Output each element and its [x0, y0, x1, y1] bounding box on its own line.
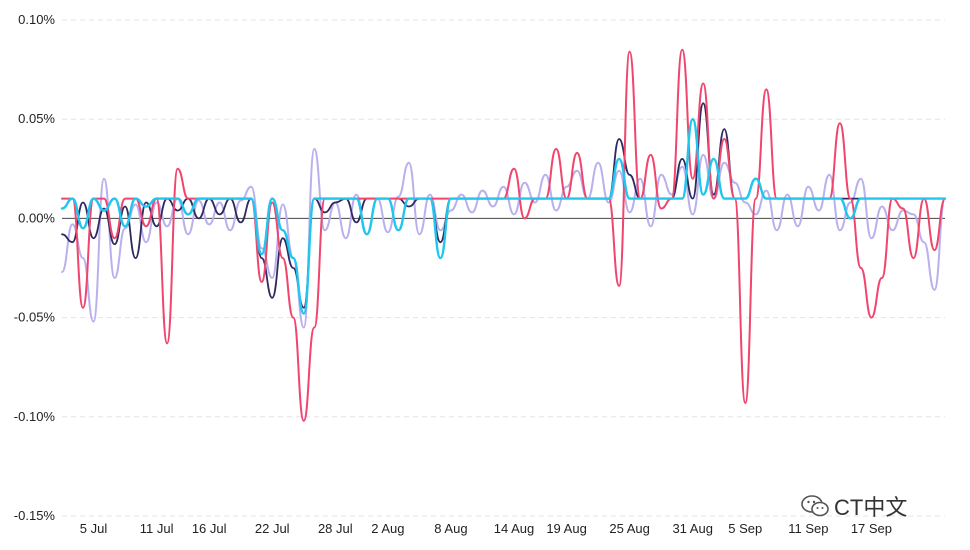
x-tick-label: 5 Sep: [728, 521, 762, 536]
watermark: CT中文: [800, 490, 907, 522]
grid-lines: [62, 19, 945, 517]
y-axis: 0.10% 0.05% 0.00% -0.05% -0.10% -0.15%: [14, 12, 56, 523]
x-tick-label: 28 Jul: [318, 521, 353, 536]
x-tick-label: 5 Jul: [80, 521, 108, 536]
wechat-icon: [801, 495, 829, 517]
watermark-text: CT中文: [834, 495, 908, 520]
y-tick-label: -0.10%: [14, 409, 56, 424]
y-tick-label: -0.05%: [14, 310, 56, 325]
y-tick-label: 0.10%: [18, 12, 55, 27]
x-tick-label: 8 Aug: [434, 521, 467, 536]
x-tick-label: 14 Aug: [494, 521, 535, 536]
x-tick-label: 11 Sep: [788, 521, 828, 536]
x-tick-label: 19 Aug: [546, 521, 587, 536]
x-tick-label: 31 Aug: [672, 521, 713, 536]
x-tick-label: 17 Sep: [851, 521, 892, 536]
x-tick-label: 16 Jul: [192, 521, 227, 536]
series-line-3: [61, 48, 946, 422]
x-axis: 5 Jul 11 Jul 16 Jul 22 Jul 28 Jul 2 Aug 8 Aug 1…: [80, 521, 892, 536]
x-tick-label: 25 Aug: [609, 521, 650, 536]
x-tick-label: 22 Jul: [255, 521, 290, 536]
x-tick-label: 2 Aug: [371, 521, 404, 536]
series-lines: [60, 48, 947, 422]
x-tick-label: 11 Jul: [140, 521, 174, 536]
y-tick-label: -0.15%: [14, 508, 56, 523]
series-line-1: [61, 148, 946, 329]
y-tick-label: 0.00%: [18, 210, 55, 225]
series-line-4: [60, 118, 947, 315]
y-tick-label: 0.05%: [18, 111, 55, 126]
